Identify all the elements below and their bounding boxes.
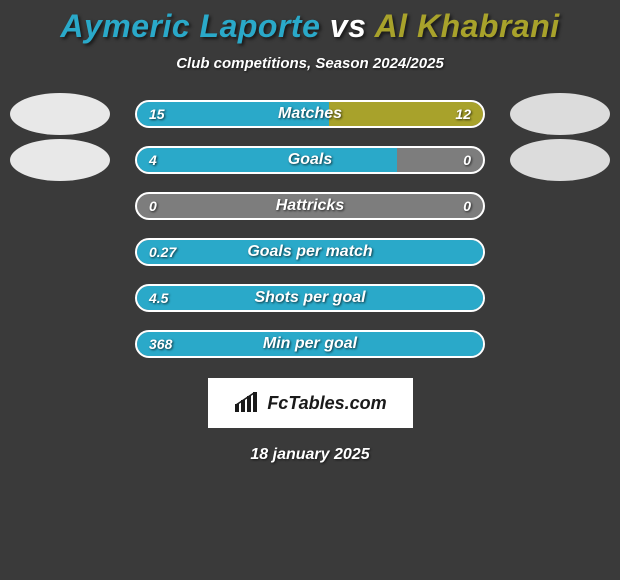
player1-bar-fill bbox=[137, 102, 329, 126]
stat-row: 4.5Shots per goal bbox=[0, 284, 620, 312]
player1-avatar bbox=[10, 93, 110, 135]
stat-bar: 0 0Hattricks bbox=[135, 192, 485, 220]
stat-label: Hattricks bbox=[137, 194, 483, 218]
stat-row: 40Goals bbox=[0, 146, 620, 174]
stat-bar: 0.27Goals per match bbox=[135, 238, 485, 266]
player1-bar-fill bbox=[137, 286, 483, 310]
player1-value: 368 bbox=[149, 332, 172, 356]
player1-name: Aymeric Laporte bbox=[60, 8, 320, 44]
stat-row: 0.27Goals per match bbox=[0, 238, 620, 266]
player1-bar-fill bbox=[137, 148, 397, 172]
player1-avatar bbox=[10, 139, 110, 181]
stat-bar: 40Goals bbox=[135, 146, 485, 174]
player2-value: 0 bbox=[463, 148, 471, 172]
player1-bar-fill bbox=[137, 240, 483, 264]
stat-row: 368Min per goal bbox=[0, 330, 620, 358]
player2-avatar bbox=[510, 93, 610, 135]
stat-row: 1512Matches bbox=[0, 100, 620, 128]
fctables-chart-icon bbox=[233, 392, 261, 414]
player2-name: Al Khabrani bbox=[375, 8, 560, 44]
stat-row: 0 0Hattricks bbox=[0, 192, 620, 220]
player1-value: 15 bbox=[149, 102, 165, 126]
branding-text: FcTables.com bbox=[267, 393, 386, 414]
player2-value: 0 bbox=[463, 194, 471, 218]
stat-bar: 1512Matches bbox=[135, 100, 485, 128]
date-label: 18 january 2025 bbox=[250, 446, 369, 464]
page-title: Aymeric Laporte vs Al Khabrani bbox=[60, 8, 559, 45]
comparison-infographic: Aymeric Laporte vs Al Khabrani Club comp… bbox=[0, 0, 620, 580]
player2-value: 12 bbox=[455, 102, 471, 126]
stat-bar: 368Min per goal bbox=[135, 330, 485, 358]
player1-bar-fill bbox=[137, 332, 483, 356]
branding-badge: FcTables.com bbox=[208, 378, 413, 428]
player1-value: 4.5 bbox=[149, 286, 168, 310]
stat-bar: 4.5Shots per goal bbox=[135, 284, 485, 312]
player2-avatar bbox=[510, 139, 610, 181]
stat-rows: 1512Matches40Goals00Hattricks0.27Goals p… bbox=[0, 100, 620, 358]
subtitle: Club competitions, Season 2024/2025 bbox=[176, 55, 444, 72]
vs-label: vs bbox=[330, 8, 367, 44]
player1-value: 4 bbox=[149, 148, 157, 172]
player1-value: 0.27 bbox=[149, 240, 176, 264]
player1-value: 0 bbox=[149, 194, 157, 218]
